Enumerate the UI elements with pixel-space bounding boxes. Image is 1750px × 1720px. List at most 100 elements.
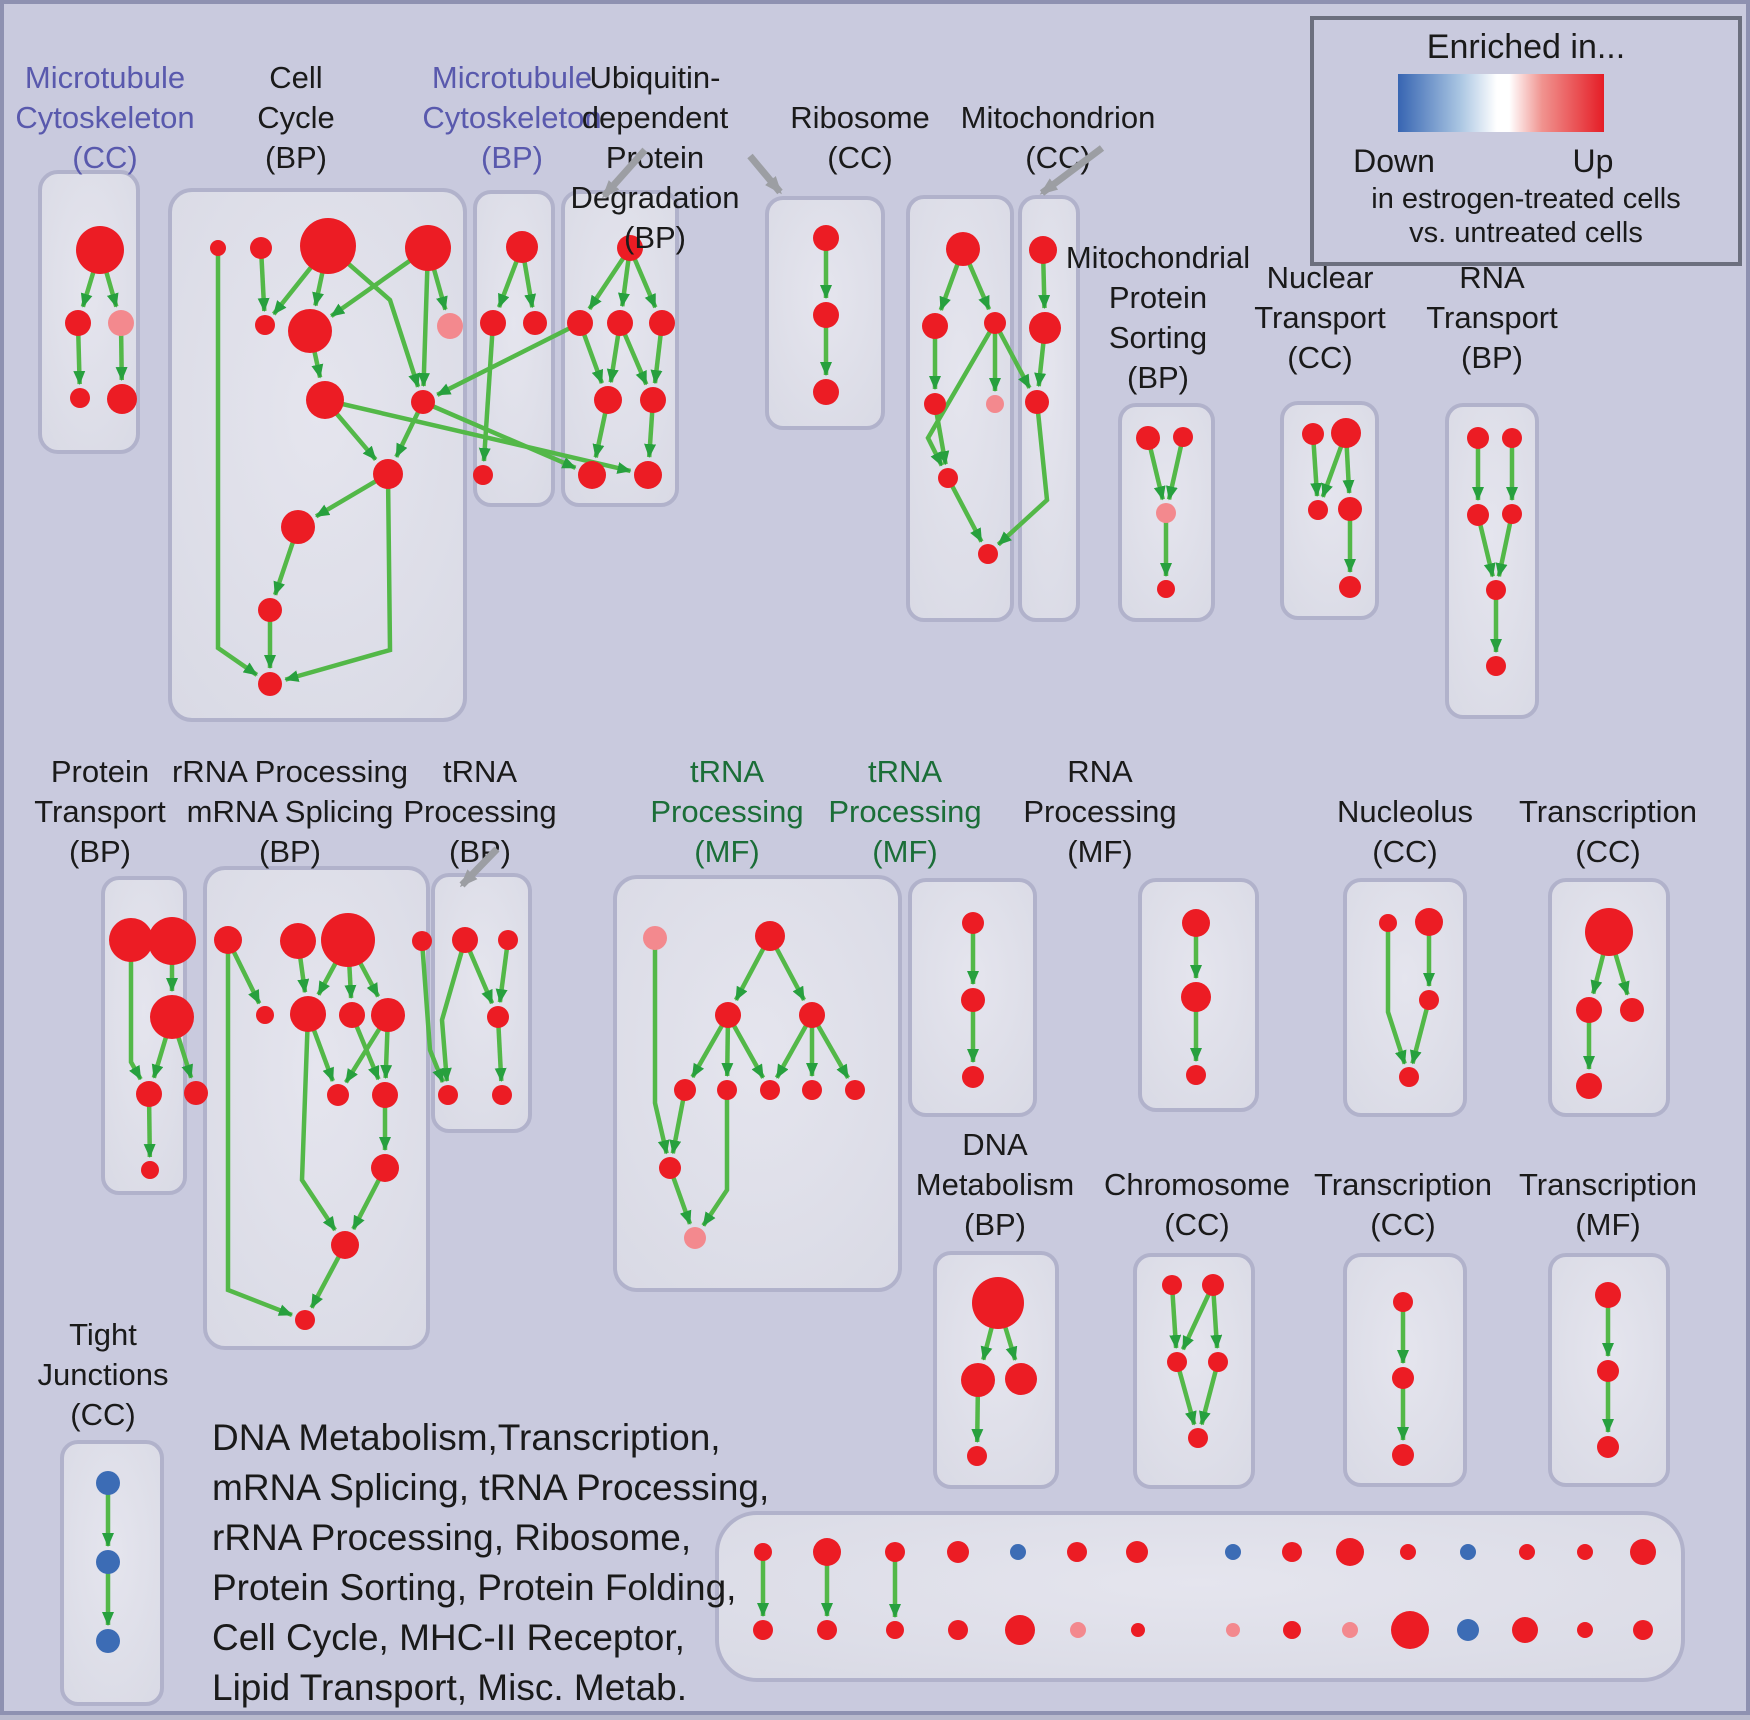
go-term-node — [96, 1629, 120, 1653]
go-term-node — [684, 1227, 706, 1249]
go-term-node — [280, 923, 316, 959]
label-transcription-cc-lower: Transcription (CC) — [1314, 1167, 1492, 1242]
go-term-node — [1339, 576, 1361, 598]
go-term-node — [372, 1082, 398, 1108]
annotation-arrow — [459, 846, 500, 888]
go-term-node — [1399, 1067, 1419, 1087]
go-term-node — [978, 544, 998, 564]
go-term-node — [1157, 580, 1175, 598]
go-term-node — [1225, 1544, 1241, 1560]
cluster-box-miscellaneous — [715, 1511, 1685, 1682]
go-term-node — [1025, 390, 1049, 414]
cross-cluster-edge — [436, 320, 582, 397]
label-mitochondrion: Mitochondrion (CC) — [961, 100, 1156, 175]
go-term-node — [1336, 1538, 1364, 1566]
go-term-node — [321, 913, 375, 967]
label-nuclear-transport: Nuclear Transport (CC) — [1254, 260, 1386, 375]
go-term-node — [948, 1620, 968, 1640]
go-term-node — [1067, 1542, 1087, 1562]
go-term-node — [255, 315, 275, 335]
go-term-node — [1620, 998, 1644, 1022]
hierarchy-edge — [1174, 1361, 1197, 1426]
go-term-node — [962, 912, 984, 934]
go-term-node — [141, 1161, 159, 1179]
go-term-node — [984, 312, 1006, 334]
go-term-node — [578, 461, 606, 489]
go-term-node — [258, 672, 282, 696]
go-term-node — [1577, 1544, 1593, 1560]
go-term-node — [331, 1231, 359, 1259]
go-term-node — [802, 1080, 822, 1100]
go-term-node — [1126, 1541, 1148, 1563]
annotation-arrow — [1039, 145, 1105, 196]
go-term-node — [649, 310, 675, 336]
go-term-node — [1070, 1622, 1086, 1638]
go-term-node — [1576, 1073, 1602, 1099]
go-term-node — [108, 310, 134, 336]
go-term-node — [295, 1310, 315, 1330]
go-term-node — [523, 311, 547, 335]
go-term-node — [1379, 914, 1397, 932]
go-term-node — [640, 387, 666, 413]
cluster-box-nucleolus — [1343, 878, 1467, 1117]
go-term-node — [1342, 1622, 1358, 1638]
go-term-node — [492, 1085, 512, 1105]
go-term-node — [961, 1363, 995, 1397]
go-term-node — [813, 379, 839, 405]
hierarchy-edge — [215, 248, 259, 677]
go-term-node — [1486, 656, 1506, 676]
legend-down-label: Down — [1353, 143, 1435, 179]
note-text: DNA Metabolism,Transcription, mRNA Splici… — [212, 1417, 769, 1708]
go-term-node — [1208, 1352, 1228, 1372]
go-term-node — [594, 386, 622, 414]
go-term-node — [1338, 497, 1362, 521]
go-term-node — [371, 1154, 399, 1182]
cluster-box-transcription-cc-upper — [1548, 878, 1670, 1117]
label-transcription-cc-upper: Transcription (CC) — [1519, 794, 1697, 869]
legend-gradient-bar — [1398, 74, 1604, 132]
go-term-node — [150, 995, 194, 1039]
go-term-node — [1182, 909, 1210, 937]
go-term-node — [437, 313, 463, 339]
go-term-node — [1595, 1282, 1621, 1308]
go-term-node — [1005, 1363, 1037, 1395]
hierarchy-edge — [439, 939, 468, 1083]
go-term-node — [1467, 504, 1489, 526]
cluster-box-ubiquitin-degradation-a — [561, 190, 679, 507]
go-term-node — [1162, 1275, 1182, 1295]
label-rrna-processing-mrna-splicing: rRNA Processing mRNA Splicing (BP) — [172, 754, 408, 869]
go-term-node — [109, 918, 153, 962]
go-term-node — [1585, 908, 1633, 956]
cross-cluster-edge — [419, 940, 445, 1083]
go-term-node — [1186, 1065, 1206, 1085]
go-term-node — [1460, 1544, 1476, 1560]
go-term-node — [412, 931, 432, 951]
go-term-node — [922, 313, 948, 339]
go-term-node — [498, 930, 518, 950]
go-term-node — [760, 1080, 780, 1100]
go-term-node — [946, 232, 980, 266]
label-tight-junctions: Tight Junctions (CC) — [38, 1317, 169, 1432]
annotation-arrow — [747, 153, 783, 195]
go-term-node — [250, 237, 272, 259]
go-term-node — [986, 395, 1004, 413]
go-term-node — [210, 240, 226, 256]
go-term-node — [371, 998, 405, 1032]
go-term-node — [1502, 504, 1522, 524]
go-term-node — [715, 1002, 741, 1028]
go-term-node — [107, 384, 137, 414]
hierarchy-edge — [701, 1090, 730, 1227]
legend: Enriched in... Down Up in estrogen-treated … — [1310, 16, 1742, 266]
go-term-node — [65, 310, 91, 336]
go-term-node — [1391, 1611, 1429, 1649]
go-term-node — [1331, 418, 1361, 448]
go-term-node — [962, 1066, 984, 1088]
cluster-box-chromosome — [1133, 1253, 1255, 1489]
go-term-node — [817, 1620, 837, 1640]
go-term-node — [1302, 423, 1324, 445]
go-term-node — [339, 1002, 365, 1028]
hierarchy-edge — [1409, 999, 1432, 1065]
go-term-node — [1202, 1274, 1224, 1296]
hierarchy-edge — [652, 938, 670, 1155]
go-term-node — [1400, 1544, 1416, 1560]
